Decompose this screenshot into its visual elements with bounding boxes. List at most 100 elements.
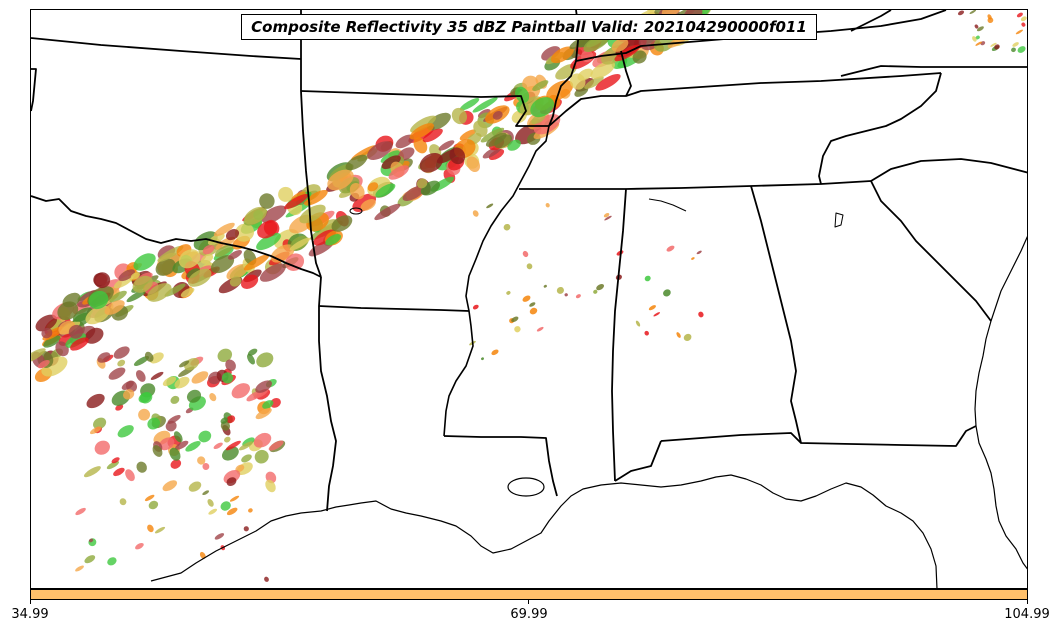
- reflectivity-blob: [515, 86, 530, 103]
- reflectivity-blob: [210, 255, 235, 274]
- reflectivity-blob: [289, 237, 311, 251]
- reflectivity-blob: [133, 356, 150, 366]
- reflectivity-blob: [226, 507, 238, 516]
- reflectivity-blob: [974, 24, 979, 29]
- west-virginia-boundary: [850, 10, 892, 32]
- reflectivity-blob: [226, 415, 236, 424]
- reflectivity-blob: [178, 249, 201, 269]
- reflectivity-blob: [409, 123, 434, 140]
- red-river-boundary: [31, 195, 322, 278]
- reflectivity-blob: [256, 352, 274, 368]
- reflectivity-blob: [188, 481, 202, 492]
- reflectivity-blob: [97, 352, 111, 363]
- reflectivity-blob: [285, 253, 305, 271]
- reflectivity-blob: [164, 283, 186, 297]
- reflectivity-blob: [1021, 22, 1026, 27]
- reflectivity-blob: [198, 430, 212, 443]
- reflectivity-blob: [595, 73, 621, 91]
- reflectivity-blob: [150, 371, 164, 380]
- state-boundaries: [31, 10, 1027, 588]
- reflectivity-blob: [584, 76, 604, 89]
- reflectivity-blob: [676, 332, 681, 338]
- reflectivity-blob: [57, 301, 79, 321]
- georgia-sc-boundary: [870, 180, 992, 322]
- reflectivity-blob: [75, 507, 86, 516]
- reflectivity-blob: [969, 10, 977, 14]
- reflectivity-blob: [268, 440, 284, 451]
- reflectivity-blob: [481, 357, 484, 361]
- reflectivity-blob: [1011, 47, 1016, 53]
- reflectivity-blob: [987, 14, 992, 20]
- reflectivity-blob: [402, 185, 426, 201]
- reflectivity-blob: [691, 257, 695, 260]
- map-title-box: Composite Reflectivity 35 dBZ Paintball …: [241, 14, 817, 40]
- arkansas-louisiana-boundary: [318, 305, 470, 312]
- reflectivity-blob: [130, 272, 141, 280]
- reflectivity-blob: [94, 440, 110, 455]
- reflectivity-blob: [604, 215, 612, 221]
- reflectivity-blob: [255, 408, 272, 420]
- reflectivity-blob: [696, 250, 702, 255]
- reflectivity-blob: [117, 359, 126, 367]
- reflectivity-blob: [229, 495, 240, 502]
- texas-panhandle-boundary: [31, 68, 37, 112]
- reflectivity-blob: [152, 445, 163, 457]
- reflectivity-blob: [107, 557, 117, 566]
- reflectivity-blob: [220, 417, 229, 424]
- reflectivity-blob: [284, 193, 309, 210]
- reflectivity-blob: [526, 263, 533, 270]
- reflectivity-blob: [148, 500, 159, 510]
- reflectivity-blob: [259, 263, 286, 282]
- reflectivity-blob: [331, 215, 353, 232]
- reflectivity-blob: [217, 348, 233, 362]
- reflectivity-blob: [644, 275, 651, 282]
- oklahoma-arkansas-boundary: [300, 90, 322, 278]
- reflectivity-blob: [147, 283, 172, 302]
- reflectivity-blob: [132, 275, 153, 293]
- reflectivity-blob: [113, 346, 130, 359]
- reflectivity-blob: [84, 327, 104, 344]
- reflectivity-blob: [503, 223, 511, 231]
- reflectivity-blob: [648, 305, 656, 311]
- reflectivity-blob: [466, 156, 481, 173]
- reflectivity-blob: [522, 295, 531, 302]
- reflectivity-blob: [170, 459, 182, 469]
- reflectivity-blob: [115, 404, 124, 411]
- reflectivity-blob: [65, 333, 87, 348]
- reflectivity-blob: [529, 302, 536, 307]
- reflectivity-blob: [149, 352, 164, 364]
- reflectivity-blob: [111, 457, 120, 464]
- virginia-boundary: [840, 65, 1027, 77]
- reflectivity-blob: [214, 244, 234, 257]
- reflectivity-blob: [577, 68, 593, 81]
- colorbar-tick: [1027, 600, 1028, 604]
- reflectivity-blob: [228, 250, 242, 260]
- reflectivity-blob: [388, 165, 409, 180]
- reflectivity-blob: [264, 576, 269, 582]
- reflectivity-blob: [220, 501, 231, 511]
- reflectivity-blob: [375, 183, 396, 198]
- lake-outline: [834, 212, 844, 228]
- reflectivity-blob: [225, 359, 236, 372]
- reflectivity-blob: [593, 289, 598, 294]
- reflectivity-blob: [262, 400, 274, 409]
- reflectivity-blob: [175, 440, 189, 450]
- reflectivity-blob: [170, 395, 180, 404]
- reflectivity-blob: [507, 139, 521, 151]
- reflectivity-blob: [256, 232, 281, 251]
- lake-texoma: [349, 207, 363, 215]
- reflectivity-blob: [611, 38, 629, 52]
- reflectivity-blob: [133, 253, 156, 271]
- reflectivity-blob: [449, 147, 466, 165]
- missouri-east-boundary: [548, 60, 577, 127]
- reflectivity-blob: [108, 367, 126, 380]
- reflectivity-blob: [975, 35, 980, 40]
- oklahoma-north-boundary: [31, 37, 302, 60]
- reflectivity-blob: [225, 440, 241, 451]
- reflectivity-blob: [270, 398, 281, 408]
- tennessee-north-boundary: [548, 72, 942, 127]
- reflectivity-blob: [367, 141, 393, 161]
- north-carolina-boundary: [818, 72, 942, 185]
- reflectivity-blob: [72, 307, 93, 322]
- reflectivity-blob: [564, 293, 568, 297]
